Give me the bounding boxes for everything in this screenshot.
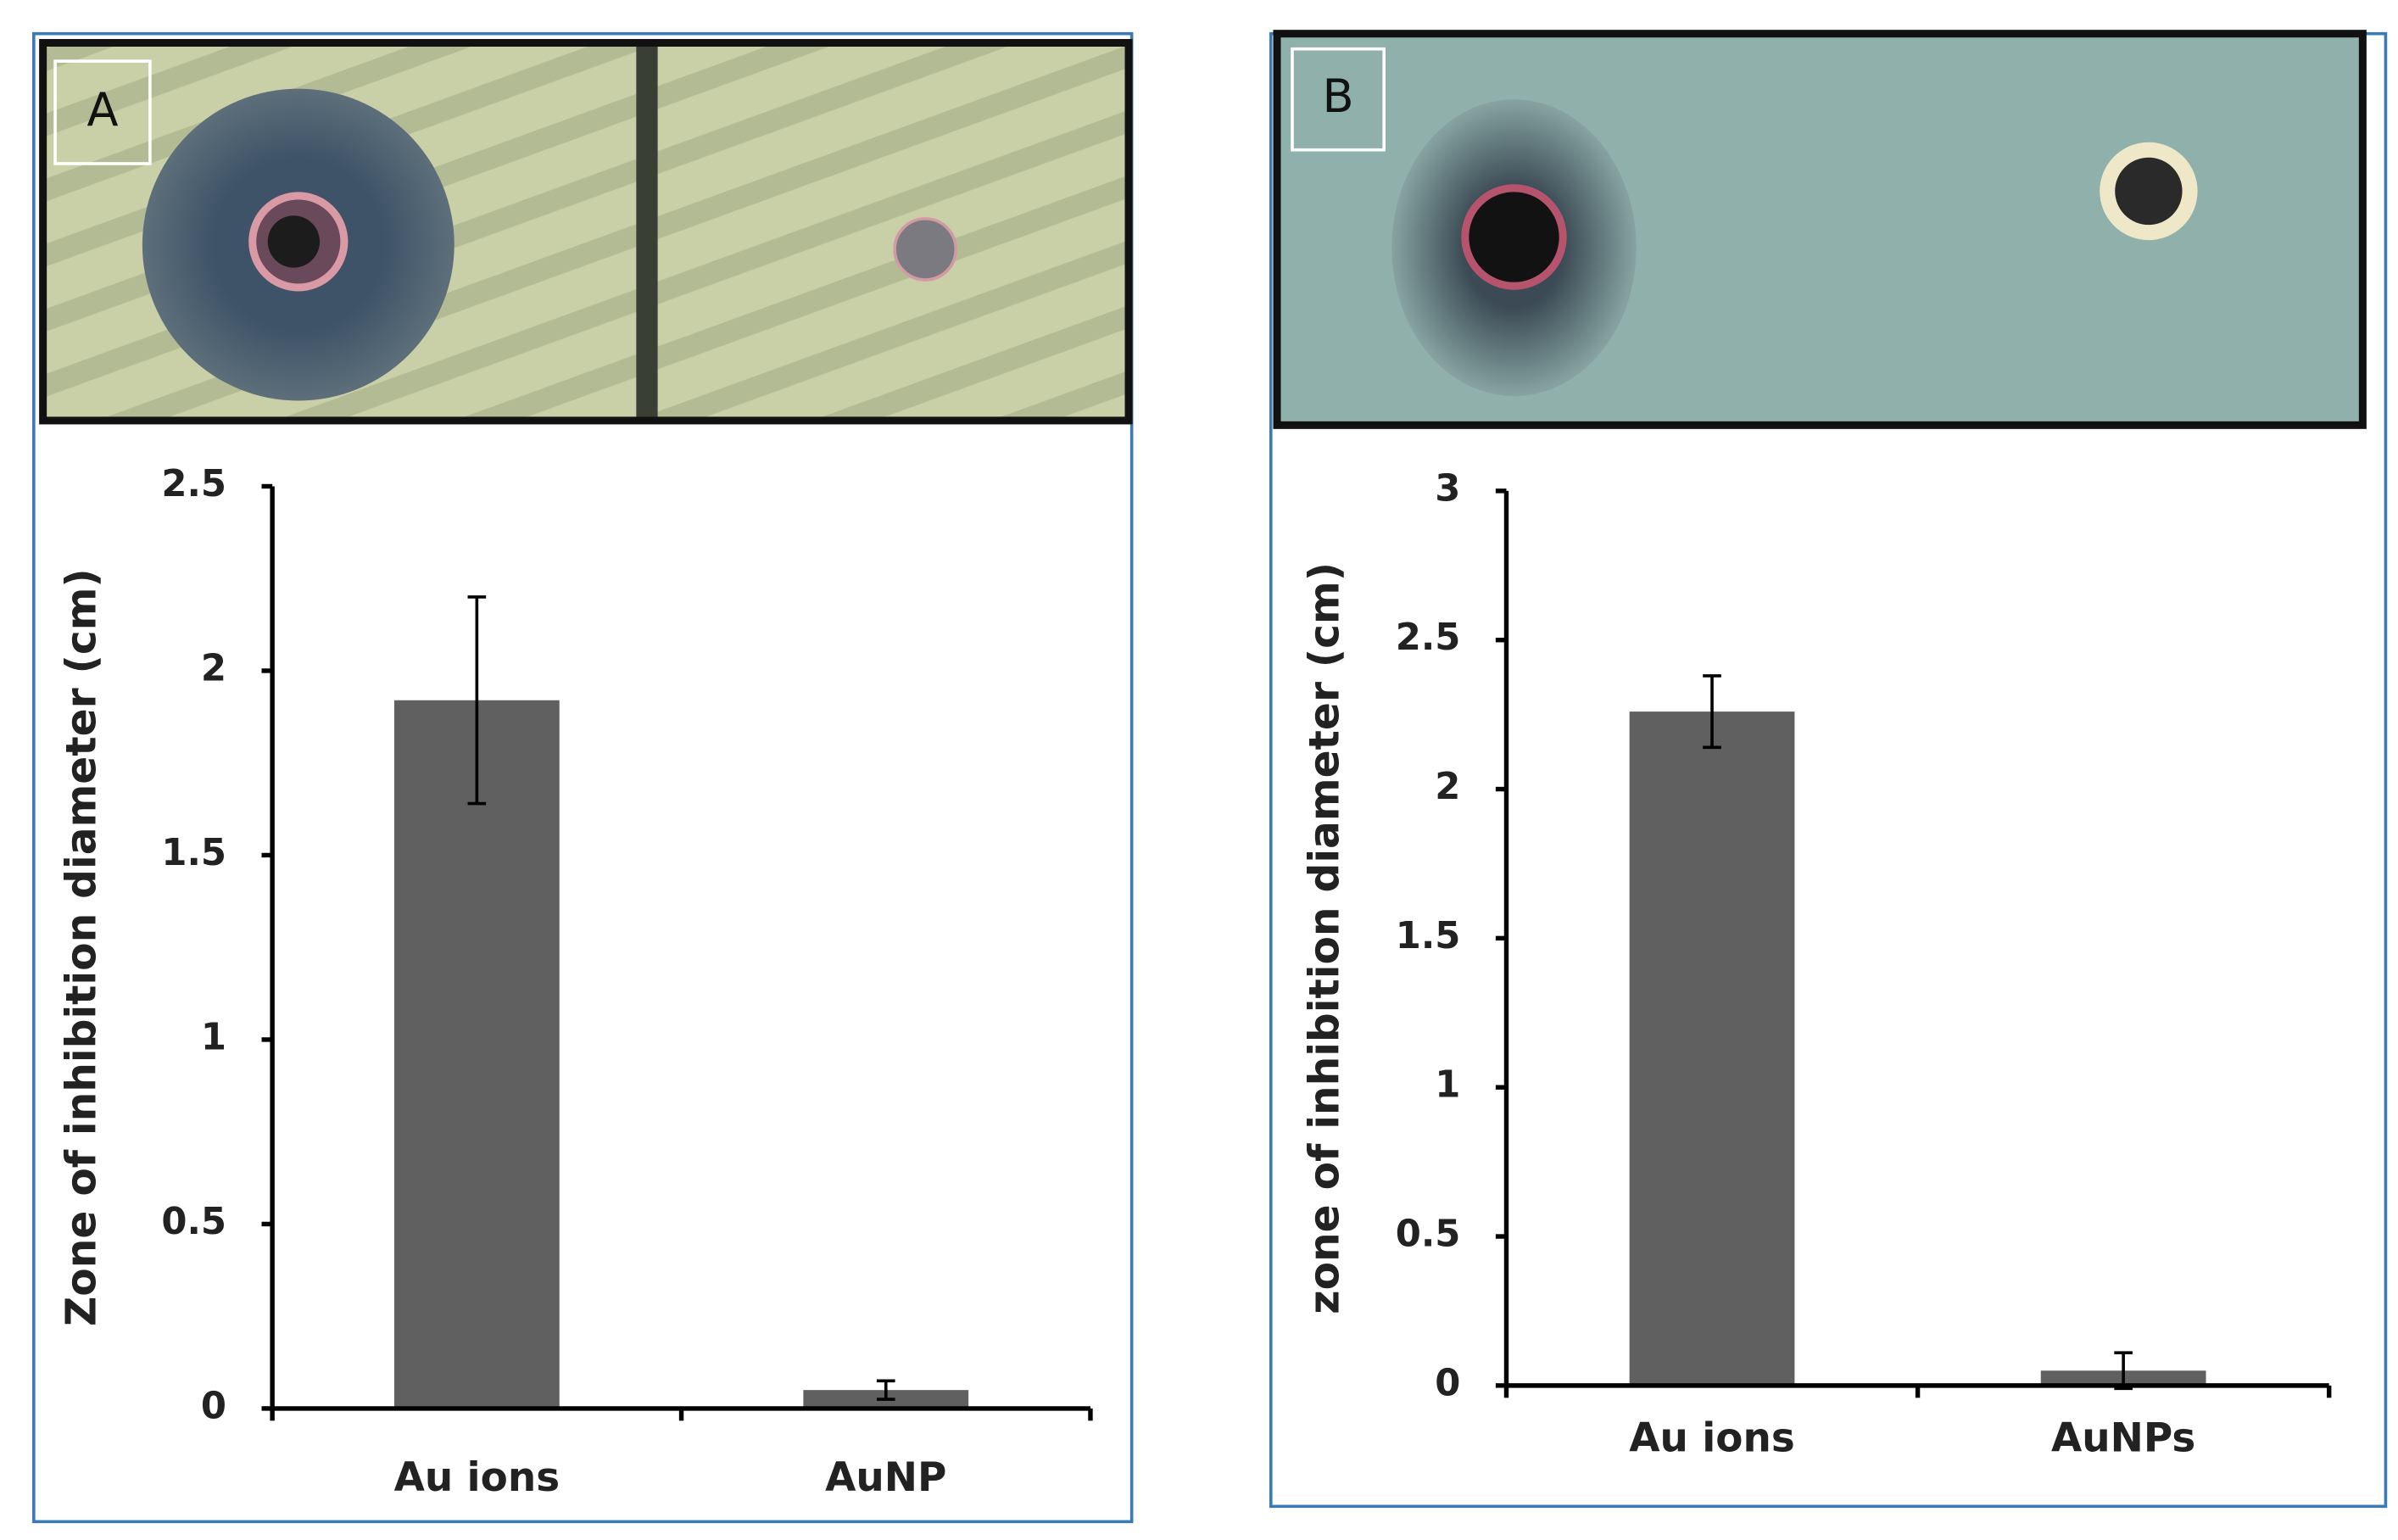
y-axis-label: zone of inhibition diameter (cm) [1301,562,1348,1314]
y-tick-label: 1 [1435,1064,1460,1107]
x-tick-label: AuNP [825,1454,946,1501]
y-tick-label: 0 [1435,1362,1460,1404]
y-tick-label: 0.5 [161,1201,226,1243]
y-tick-label: 0 [201,1385,226,1427]
photo-a [39,38,1133,425]
y-tick-label: 1.5 [161,832,226,874]
bar [1629,711,1795,1386]
y-tick-label: 1 [201,1016,226,1058]
y-tick-label: 2.5 [161,463,226,505]
panel-label: A [86,83,118,137]
y-tick-label: 2 [201,647,226,689]
y-tick-label: 2.5 [1396,617,1461,659]
y-tick-label: 3 [1435,467,1460,510]
y-axis-label: Zone of inhibition diameter (cm) [58,568,105,1326]
y-tick-label: 0.5 [1396,1214,1461,1256]
y-tick-label: 2 [1435,766,1460,808]
panel-frame [32,31,1134,1524]
y-tick-label: 1.5 [1396,915,1461,957]
panel-label: B [1323,70,1354,123]
x-tick-label: AuNPs [2051,1414,2195,1461]
x-tick-label: Au ions [1629,1414,1795,1461]
x-tick-label: Au ions [394,1454,560,1501]
bar [393,700,560,1409]
photo-b [1273,30,2367,429]
